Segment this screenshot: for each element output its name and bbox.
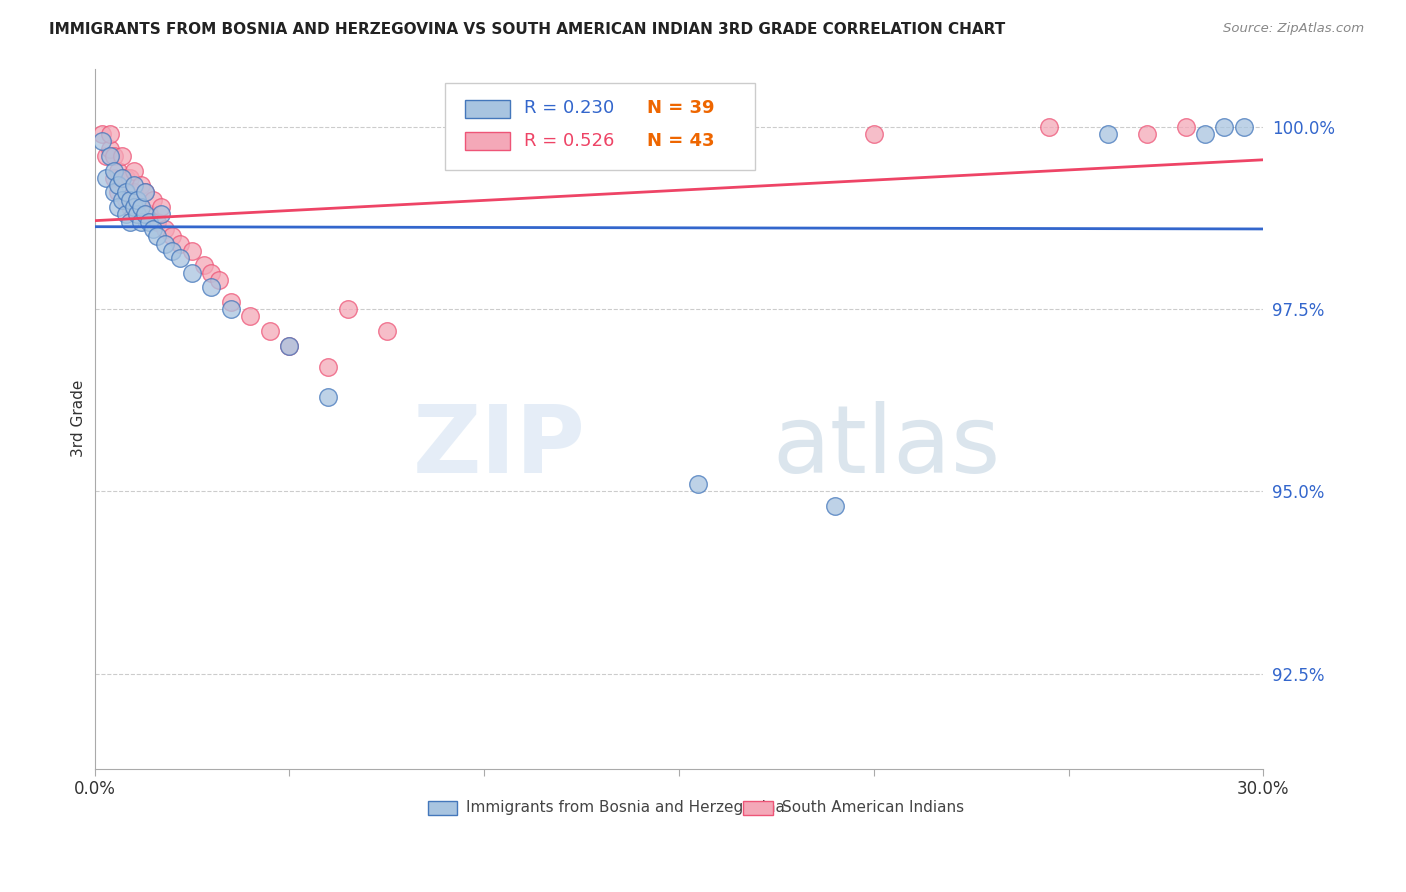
Point (131, 200, 153, 214)
Y-axis label: 3rd Grade: 3rd Grade (72, 380, 86, 458)
Point (114, 170, 136, 185)
Text: IMMIGRANTS FROM BOSNIA AND HERZEGOVINA VS SOUTH AMERICAN INDIAN 3RD GRADE CORREL: IMMIGRANTS FROM BOSNIA AND HERZEGOVINA V… (49, 22, 1005, 37)
Point (824, 499, 846, 513)
Point (138, 207, 160, 221)
Point (127, 193, 149, 207)
Text: N = 39: N = 39 (647, 99, 714, 118)
Point (134, 186, 156, 200)
Point (103, 170, 125, 185)
Point (862, 127, 884, 141)
Point (118, 193, 141, 207)
Point (707, 135, 730, 149)
Point (149, 207, 172, 221)
Point (181, 266, 204, 280)
Point (107, 200, 129, 214)
Point (114, 193, 136, 207)
FancyBboxPatch shape (446, 83, 755, 170)
Point (1174, 120, 1197, 134)
Point (1213, 120, 1236, 134)
Text: R = 0.526: R = 0.526 (523, 132, 614, 150)
Point (278, 338, 301, 352)
Point (111, 149, 134, 163)
Point (127, 193, 149, 207)
Point (1097, 127, 1119, 141)
Point (318, 390, 340, 404)
Point (131, 200, 153, 214)
Point (1233, 120, 1256, 134)
FancyBboxPatch shape (427, 801, 457, 815)
Point (111, 170, 134, 185)
Point (162, 244, 184, 258)
Point (219, 302, 242, 317)
FancyBboxPatch shape (465, 132, 509, 151)
Point (1135, 127, 1157, 141)
Point (688, 477, 710, 491)
Point (169, 251, 191, 265)
Point (131, 178, 153, 193)
Point (142, 193, 165, 207)
Point (114, 186, 136, 200)
Point (122, 186, 145, 200)
Point (107, 178, 129, 193)
Point (375, 324, 398, 338)
Point (219, 294, 242, 309)
Point (146, 229, 169, 244)
Point (239, 310, 262, 324)
Point (336, 302, 359, 317)
Point (153, 222, 176, 236)
Text: Source: ZipAtlas.com: Source: ZipAtlas.com (1223, 22, 1364, 36)
Point (96, 149, 118, 163)
FancyBboxPatch shape (465, 100, 509, 119)
Point (118, 214, 141, 228)
Point (138, 214, 160, 228)
Point (162, 229, 184, 244)
Point (122, 163, 145, 178)
Point (103, 163, 125, 178)
Point (134, 186, 156, 200)
Point (142, 222, 165, 236)
Point (98, 149, 121, 163)
Point (91, 135, 114, 149)
Point (131, 214, 153, 228)
Point (200, 266, 222, 280)
Text: South American Indians: South American Indians (782, 800, 965, 815)
Point (1038, 120, 1060, 134)
Point (107, 186, 129, 200)
Point (127, 207, 149, 221)
Point (91, 127, 114, 141)
Point (107, 163, 129, 178)
Point (149, 200, 172, 214)
Point (103, 149, 125, 163)
Point (193, 259, 215, 273)
Point (134, 207, 156, 221)
Point (146, 214, 169, 228)
Point (118, 170, 141, 185)
Point (278, 338, 301, 352)
Text: Immigrants from Bosnia and Herzegovina: Immigrants from Bosnia and Herzegovina (467, 800, 785, 815)
Text: ZIP: ZIP (412, 401, 585, 492)
Point (122, 178, 145, 193)
FancyBboxPatch shape (744, 801, 772, 815)
Point (200, 280, 222, 294)
Point (118, 200, 141, 214)
Point (98, 127, 121, 141)
Text: N = 43: N = 43 (647, 132, 714, 150)
Point (103, 186, 125, 200)
Point (114, 207, 136, 221)
Point (1194, 127, 1216, 141)
Point (153, 236, 176, 251)
Text: atlas: atlas (772, 401, 1001, 492)
Point (98, 142, 121, 156)
Point (318, 360, 340, 375)
Point (169, 236, 191, 251)
Point (122, 200, 145, 214)
Point (259, 324, 281, 338)
Text: R = 0.230: R = 0.230 (523, 99, 614, 118)
Point (96, 170, 118, 185)
Point (111, 170, 134, 185)
Point (181, 244, 204, 258)
Point (208, 273, 231, 287)
Point (111, 193, 134, 207)
